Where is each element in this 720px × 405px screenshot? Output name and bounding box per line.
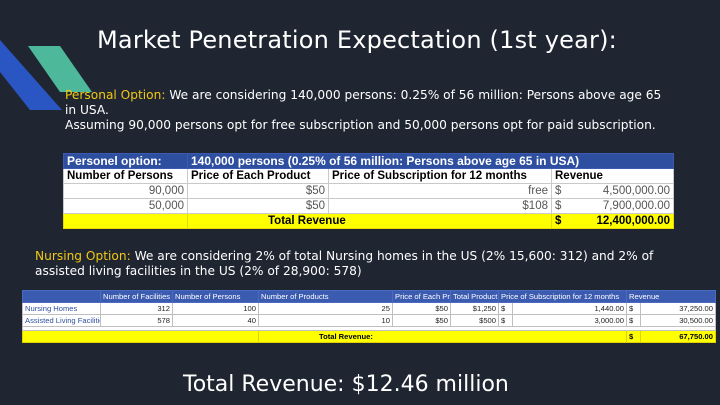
table-row: 90,000 $50 free $4,500,000.00 [63, 183, 674, 199]
total-row: Total Revenue $12,400,000.00 [63, 213, 674, 229]
row-label: Assisted Living Facilities [22, 314, 101, 327]
slide-title: Market Penetration Expectation (1st year… [97, 26, 617, 54]
column-header: Price of Each Product [392, 290, 451, 303]
revenue-value: 37,250.00 [640, 302, 716, 315]
table-cell: $12,400,000.00 [551, 213, 674, 229]
column-header: Revenue [626, 290, 716, 303]
column-header: Price of Each Product [187, 168, 329, 184]
column-header: Price of Subscription for 12 months [498, 290, 627, 303]
row-label: Nursing Homes [22, 302, 101, 315]
table-row: 50,000 $50 $108 $7,900,000.00 [63, 198, 674, 214]
column-header: Number of Products [258, 290, 393, 303]
currency-symbol: $ [626, 330, 641, 343]
table-cell: $500 [450, 314, 499, 327]
currency-symbol: $ [555, 215, 562, 227]
nursing-option-table: Number of Facilities Number of Persons N… [22, 290, 716, 343]
total-value: 12,400,000.00 [596, 215, 670, 227]
column-header: Number of Persons [172, 290, 259, 303]
currency-symbol: $ [555, 185, 562, 197]
nursing-option-text: We are considering 2% of total Nursing h… [35, 249, 654, 278]
total-revenue-summary: Total Revenue: $12.46 million [183, 372, 509, 397]
accent-teal-stripe [28, 46, 92, 92]
personal-option-table: Personel option: 140,000 persons (0.25% … [63, 153, 674, 229]
personal-option-paragraph: Personal Option: We are considering 140,… [65, 88, 665, 133]
table-cell: $1,250 [450, 302, 499, 315]
table-header-row: Personel option: 140,000 persons (0.25% … [63, 153, 674, 169]
table-cell: 40 [172, 314, 259, 327]
column-header: Revenue [551, 168, 674, 184]
table-cell: $50 [392, 302, 451, 315]
table-cell: $108 [328, 198, 552, 214]
total-value: 67,750.00 [640, 330, 716, 343]
table-cell: 100 [172, 302, 259, 315]
revenue-value: 30,500.00 [640, 314, 716, 327]
corner-accent-shape [0, 40, 92, 110]
table-cell: $50 [187, 198, 329, 214]
table-cell: 10 [258, 314, 393, 327]
currency-symbol: $ [555, 200, 562, 212]
table-cell: 1,440.00 [512, 302, 627, 315]
currency-symbol: $ [498, 302, 513, 315]
column-header: Number of Facilities [100, 290, 173, 303]
table-cell: $50 [392, 314, 451, 327]
table-cell [63, 213, 188, 229]
total-row: Total Revenue: $ 67,750.00 [22, 330, 716, 343]
currency-symbol: $ [498, 314, 513, 327]
revenue-value: 4,500,000.00 [602, 185, 670, 197]
table-header-cell: 140,000 persons (0.25% of 56 million: Pe… [187, 153, 674, 169]
table-cell: 25 [258, 302, 393, 315]
table-cell: 50,000 [63, 198, 188, 214]
table-cell [22, 330, 259, 343]
column-header: Total Product Price [450, 290, 499, 303]
total-label: Total Revenue [187, 213, 552, 229]
personal-option-text-1: We are considering 140,000 persons: 0.25… [65, 88, 662, 117]
accent-blue-stripe [0, 40, 62, 110]
table-cell: $7,900,000.00 [551, 198, 674, 214]
table-cell: 90,000 [63, 183, 188, 199]
table-cell: $4,500,000.00 [551, 183, 674, 199]
table-row: Nursing Homes 312 100 25 $50 $1,250 $ 1,… [22, 302, 716, 315]
table-cell: 312 [100, 302, 173, 315]
nursing-option-paragraph: Nursing Option: We are considering 2% of… [35, 249, 695, 279]
personal-option-label: Personal Option: [65, 88, 166, 102]
table-cell: free [328, 183, 552, 199]
table-cell [22, 290, 101, 303]
currency-symbol: $ [626, 302, 641, 315]
table-header-cell: Personel option: [63, 153, 188, 169]
revenue-value: 7,900,000.00 [602, 200, 670, 212]
table-cell: $50 [187, 183, 329, 199]
table-column-header-row: Number of Facilities Number of Persons N… [22, 290, 716, 303]
personal-option-text-2: Assuming 90,000 persons opt for free sub… [65, 118, 656, 132]
column-header: Price of Subscription for 12 months [328, 168, 552, 184]
table-column-header-row: Number of Persons Price of Each Product … [63, 168, 674, 184]
table-cell: 3,000.00 [512, 314, 627, 327]
currency-symbol: $ [626, 314, 641, 327]
table-cell: 578 [100, 314, 173, 327]
column-header: Number of Persons [63, 168, 188, 184]
nursing-option-label: Nursing Option: [35, 249, 131, 263]
total-label: Total Revenue: [258, 330, 627, 343]
table-row: Assisted Living Facilities 578 40 10 $50… [22, 314, 716, 327]
